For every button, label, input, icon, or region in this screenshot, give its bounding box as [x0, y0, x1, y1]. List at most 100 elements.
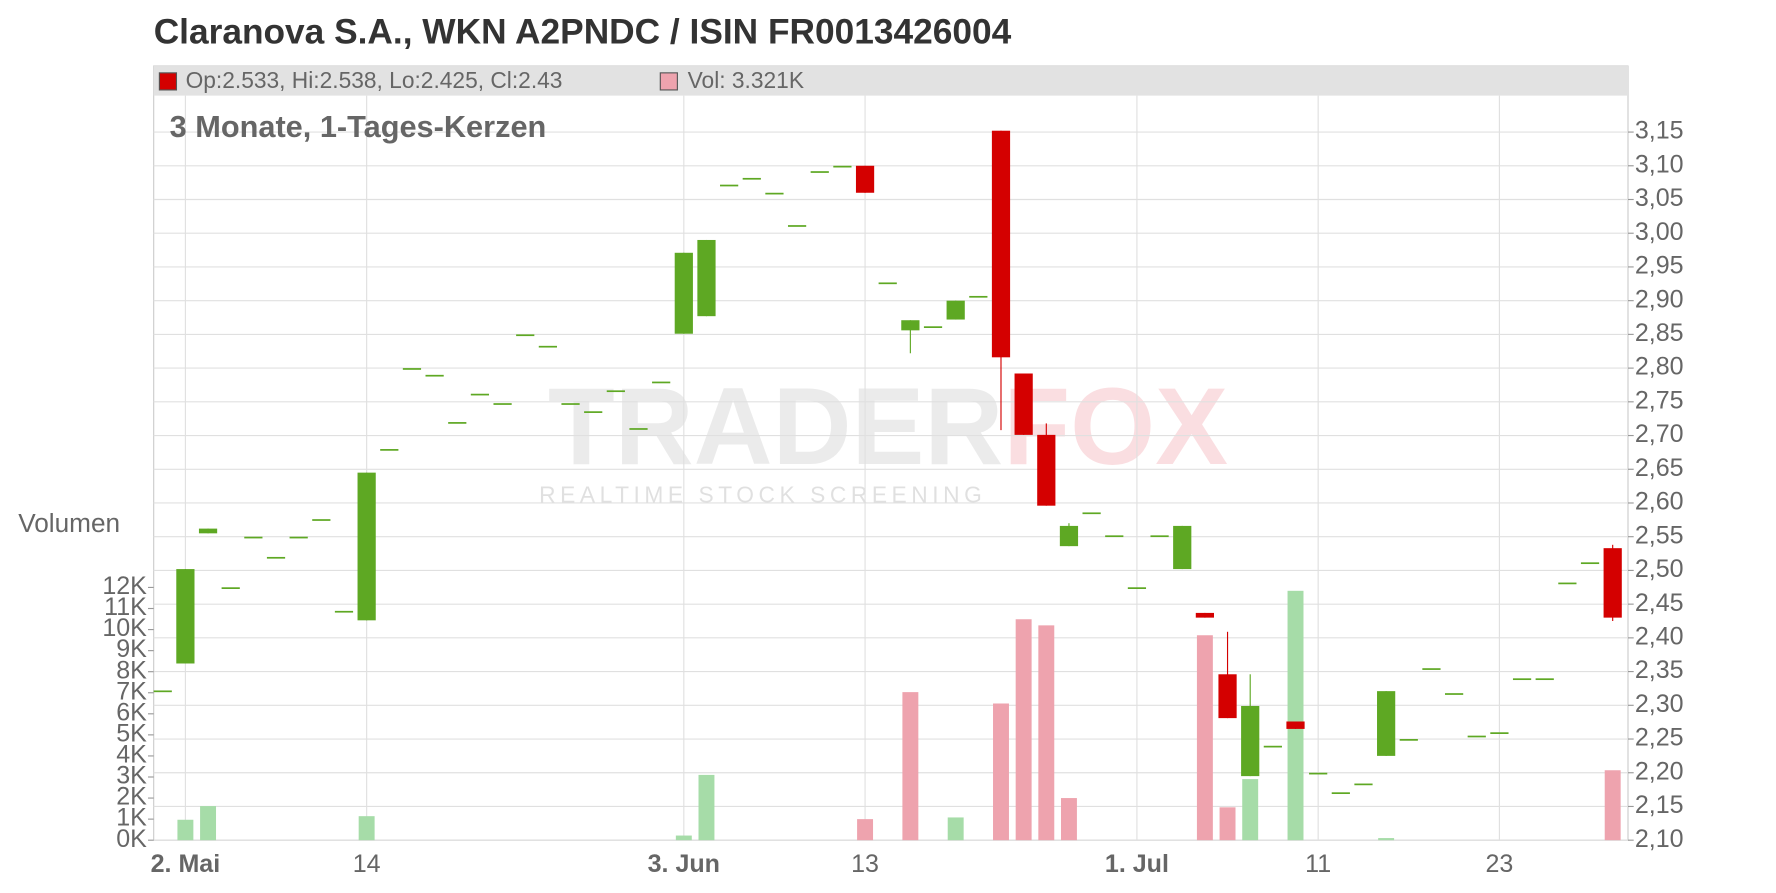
candle-body — [493, 403, 512, 405]
volume-bar — [1015, 619, 1032, 841]
y-tick-label: 2,75 — [1635, 386, 1684, 414]
candle-body — [425, 374, 444, 377]
candle-body — [561, 403, 580, 405]
candle-body — [878, 282, 897, 285]
candle-body — [787, 225, 807, 227]
volume-bar — [947, 817, 964, 841]
legend-bar — [153, 66, 1629, 96]
candle-body — [198, 528, 218, 534]
y-tick-label: 2,65 — [1635, 454, 1684, 482]
candle-body — [153, 690, 172, 693]
y-tick-label: 2,35 — [1635, 656, 1684, 684]
candle-body — [765, 192, 784, 195]
y-tick-label: 2,15 — [1635, 791, 1684, 819]
candle-body — [289, 536, 308, 539]
y-tick-label: 3,15 — [1635, 117, 1684, 145]
y-tick-label: 3,05 — [1635, 184, 1684, 212]
y-tick-label: 3,00 — [1635, 218, 1684, 246]
candle-body — [833, 165, 852, 168]
candle-body — [1037, 434, 1056, 506]
candle-body — [584, 411, 603, 413]
candle-body — [266, 556, 286, 559]
candle-body — [1059, 525, 1079, 547]
y-tick-label: 2,25 — [1635, 724, 1684, 752]
volume-bar — [177, 819, 194, 841]
x-tick-label: 2. Mai — [151, 850, 221, 878]
candle-body — [1218, 674, 1237, 719]
y2-tick-label: 0K — [116, 825, 147, 853]
y-tick-label: 2,10 — [1635, 825, 1684, 853]
candle-body — [855, 165, 875, 193]
y-tick-label: 2,70 — [1635, 420, 1684, 448]
candle-body — [312, 519, 331, 521]
y2-tick-label: 3K — [116, 762, 147, 790]
y2-tick-label: 7K — [116, 677, 147, 705]
candle-body — [357, 472, 376, 621]
volume-bar — [1060, 798, 1077, 841]
candle-body — [334, 610, 354, 613]
candle-body — [652, 381, 671, 384]
legend-volume: Vol: 3.321K — [688, 67, 804, 93]
legend-price: Op:2.533, Hi:2.538, Lo:2.425, Cl:2.43 — [186, 67, 563, 93]
candle-body — [221, 587, 240, 589]
candle-body — [1535, 678, 1554, 681]
candle-body — [1241, 705, 1260, 777]
candle-body — [1286, 721, 1305, 729]
candle-body — [1195, 612, 1214, 618]
volume-bar — [358, 816, 375, 841]
candle-body — [674, 252, 693, 334]
candle-body — [1014, 373, 1033, 435]
x-tick-label: 3. Jun — [648, 850, 720, 878]
y2-tick-label: 6K — [116, 698, 147, 726]
volume-bar — [698, 774, 715, 841]
candle-body — [1309, 772, 1328, 775]
candle-body — [448, 422, 467, 424]
volume-bar — [1242, 779, 1259, 841]
candle-body — [1263, 745, 1282, 748]
candle-body — [176, 569, 195, 664]
candle-body — [1580, 562, 1600, 565]
y-tick-label: 2,40 — [1635, 622, 1684, 650]
y2-tick-label: 5K — [116, 719, 147, 747]
volume-bar — [1287, 590, 1304, 841]
candle-body — [1331, 792, 1350, 795]
y2-tick-label: 12K — [102, 572, 147, 600]
chart-title: Claranova S.A., WKN A2PNDC / ISIN FR0013… — [154, 12, 1012, 51]
candle-body — [1444, 693, 1464, 695]
volume-bar — [1038, 625, 1055, 841]
candle-body — [1512, 678, 1532, 681]
background-layer: TRADERFOX REALTIME STOCK SCREENING — [153, 65, 1629, 841]
x-tick-label: 1. Jul — [1105, 850, 1169, 878]
candle-body — [1467, 735, 1486, 738]
candle-body — [1127, 587, 1147, 589]
candle-body — [1105, 535, 1124, 538]
x-tick-label: 23 — [1485, 850, 1513, 878]
y-tick-label: 2,95 — [1635, 252, 1684, 280]
candle-body — [244, 536, 263, 539]
y-tick-label: 2,20 — [1635, 757, 1684, 785]
candle-body — [946, 300, 965, 320]
candle-body — [697, 239, 716, 317]
x-tick-label: 11 — [1305, 850, 1331, 878]
candle-body — [538, 345, 557, 348]
y-tick-label: 2,30 — [1635, 690, 1684, 718]
candle-body — [742, 177, 761, 180]
volume-bar — [1378, 838, 1395, 841]
y2-tick-label: 2K — [116, 783, 147, 811]
candle-body — [810, 171, 829, 173]
y2-tick-label: 8K — [116, 656, 147, 684]
candle-body — [606, 390, 625, 393]
volume-bar — [1604, 770, 1621, 841]
candle-body — [1603, 548, 1622, 618]
legend-price-swatch — [158, 72, 178, 91]
volume-bar — [1219, 807, 1236, 841]
candle-body — [1082, 512, 1101, 515]
volume-bar — [200, 806, 217, 841]
candle-body — [1173, 525, 1192, 570]
candle-body — [1558, 582, 1577, 585]
volume-axis-label: Volumen — [18, 508, 120, 538]
candle-body — [1354, 783, 1373, 786]
legend-volume-swatch — [659, 72, 678, 91]
